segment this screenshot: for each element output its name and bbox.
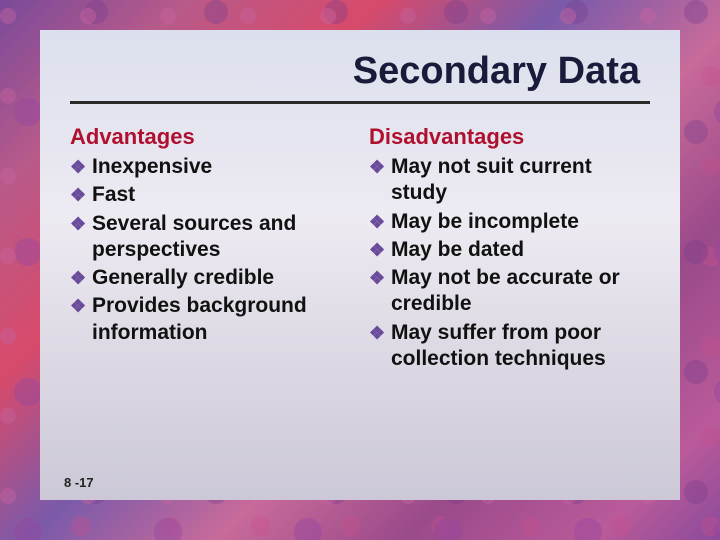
item-text: May be dated <box>391 238 524 261</box>
list-item: ❖May not be accurate or credible <box>369 265 650 318</box>
diamond-bullet-icon: ❖ <box>369 211 391 234</box>
list-item: ❖May not suit current study <box>369 154 650 207</box>
page-number: 8 -17 <box>64 475 94 490</box>
diamond-bullet-icon: ❖ <box>369 322 391 345</box>
slide-title: Secondary Data <box>353 50 640 93</box>
item-text: May not suit current study <box>391 155 592 204</box>
list-item: ❖May suffer from poor collection techniq… <box>369 320 650 373</box>
slide-content: Secondary Data Advantages ❖Inexpensive ❖… <box>40 30 680 500</box>
item-text: Fast <box>92 183 135 206</box>
diamond-bullet-icon: ❖ <box>70 156 92 179</box>
diamond-bullet-icon: ❖ <box>70 184 92 207</box>
diamond-bullet-icon: ❖ <box>369 267 391 290</box>
advantages-column: Advantages ❖Inexpensive ❖Fast ❖Several s… <box>70 124 351 374</box>
list-item: ❖May be incomplete <box>369 209 650 235</box>
diamond-bullet-icon: ❖ <box>369 156 391 179</box>
item-text: May be incomplete <box>391 210 579 233</box>
list-item: ❖Generally credible <box>70 265 351 291</box>
advantages-list: ❖Inexpensive ❖Fast ❖Several sources and … <box>70 154 351 346</box>
disadvantages-heading: Disadvantages <box>369 124 650 150</box>
item-text: May not be accurate or credible <box>391 266 620 315</box>
disadvantages-column: Disadvantages ❖May not suit current stud… <box>369 124 650 374</box>
item-text: Inexpensive <box>92 155 212 178</box>
list-item: ❖Inexpensive <box>70 154 351 180</box>
item-text: Several sources and perspectives <box>92 212 296 261</box>
item-text: May suffer from poor collection techniqu… <box>391 321 606 370</box>
list-item: ❖Several sources and perspectives <box>70 211 351 264</box>
list-item: ❖May be dated <box>369 237 650 263</box>
diamond-bullet-icon: ❖ <box>70 267 92 290</box>
list-item: ❖Provides background information <box>70 293 351 346</box>
diamond-bullet-icon: ❖ <box>70 295 92 318</box>
columns: Advantages ❖Inexpensive ❖Fast ❖Several s… <box>70 124 650 374</box>
disadvantages-list: ❖May not suit current study ❖May be inco… <box>369 154 650 372</box>
list-item: ❖Fast <box>70 182 351 208</box>
diamond-bullet-icon: ❖ <box>70 213 92 236</box>
title-rule <box>70 101 650 104</box>
item-text: Generally credible <box>92 266 274 289</box>
item-text: Provides background information <box>92 294 307 343</box>
title-row: Secondary Data <box>70 50 650 93</box>
advantages-heading: Advantages <box>70 124 351 150</box>
diamond-bullet-icon: ❖ <box>369 239 391 262</box>
